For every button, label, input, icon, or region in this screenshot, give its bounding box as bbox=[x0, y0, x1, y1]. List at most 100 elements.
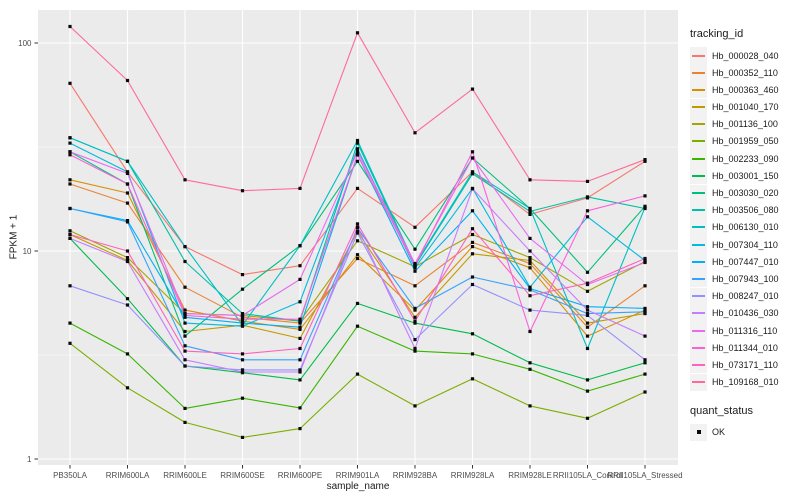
legend-key-swatch bbox=[690, 270, 707, 288]
legend-line-icon bbox=[692, 71, 705, 74]
data-point bbox=[240, 358, 245, 362]
legend-entry-label: OK bbox=[712, 427, 726, 438]
legend-key-swatch bbox=[690, 98, 707, 116]
legend-entry-label: Hb_003506_080 bbox=[712, 205, 779, 216]
data-point bbox=[125, 159, 130, 163]
data-point bbox=[298, 368, 302, 372]
data-point bbox=[183, 312, 187, 316]
data-point bbox=[183, 321, 187, 325]
legend-line-icon bbox=[692, 140, 705, 143]
data-point bbox=[355, 256, 360, 261]
legend-entry: Hb_010436_030 bbox=[690, 304, 798, 322]
data-point bbox=[125, 386, 130, 390]
x-tick-label: PB350LA bbox=[53, 471, 87, 480]
legend-entry-label: Hb_011344_010 bbox=[712, 342, 778, 353]
data-point bbox=[298, 346, 302, 351]
data-point bbox=[240, 370, 245, 374]
legend-line-icon bbox=[692, 226, 705, 229]
data-point bbox=[643, 256, 647, 261]
data-point bbox=[240, 313, 245, 317]
x-tick-label: RRIM600PE bbox=[278, 471, 322, 480]
data-point bbox=[68, 24, 72, 29]
legend-line-icon bbox=[692, 54, 705, 57]
data-point bbox=[585, 289, 590, 293]
legend-line-icon bbox=[692, 243, 705, 246]
data-point bbox=[528, 212, 532, 216]
data-point bbox=[68, 341, 72, 345]
data-point bbox=[470, 232, 475, 237]
data-point bbox=[183, 178, 187, 182]
data-point bbox=[68, 178, 72, 182]
data-point bbox=[413, 346, 417, 351]
legend-entry-label: Hb_008247_010 bbox=[712, 291, 779, 302]
legend-key-swatch bbox=[690, 201, 707, 219]
data-point bbox=[298, 370, 302, 374]
data-point bbox=[355, 138, 360, 143]
data-point bbox=[643, 361, 647, 365]
data-point bbox=[298, 321, 302, 325]
data-point bbox=[240, 324, 245, 328]
legend-line-icon bbox=[692, 277, 705, 280]
data-point bbox=[125, 297, 130, 301]
data-point bbox=[298, 244, 302, 248]
data-point bbox=[298, 186, 302, 190]
data-point bbox=[183, 313, 187, 317]
legend-line-icon bbox=[692, 123, 705, 126]
legend-line-icon bbox=[692, 312, 705, 315]
data-point bbox=[298, 336, 302, 340]
data-point bbox=[470, 172, 475, 176]
data-point bbox=[183, 344, 187, 348]
data-point bbox=[470, 332, 475, 336]
data-point bbox=[355, 372, 360, 376]
legend-entry-label: Hb_007447_010 bbox=[712, 256, 779, 267]
legend-entry: Hb_002233_090 bbox=[690, 150, 798, 168]
y-tick-label: 1 bbox=[27, 455, 32, 464]
data-point bbox=[183, 349, 187, 353]
data-point bbox=[183, 308, 187, 312]
data-point bbox=[470, 245, 475, 249]
data-point bbox=[125, 303, 130, 307]
data-point bbox=[183, 420, 187, 424]
legend-line-icon bbox=[692, 260, 705, 263]
legend-key-swatch bbox=[690, 304, 707, 322]
data-point bbox=[355, 222, 360, 226]
data-point bbox=[413, 247, 417, 251]
data-point bbox=[183, 259, 187, 264]
data-point bbox=[355, 186, 360, 190]
data-point bbox=[68, 232, 72, 237]
data-point bbox=[585, 215, 590, 219]
data-point bbox=[355, 141, 360, 145]
data-point bbox=[413, 225, 417, 229]
data-point bbox=[68, 182, 72, 186]
data-point bbox=[528, 404, 532, 408]
legend-entry: Hb_003001_150 bbox=[690, 167, 798, 185]
legend-key-swatch bbox=[690, 115, 707, 133]
data-point bbox=[355, 147, 360, 151]
legend-key-swatch bbox=[690, 167, 707, 185]
legend-key-swatch bbox=[690, 322, 707, 339]
data-point bbox=[125, 78, 130, 83]
legend-line-icon bbox=[692, 106, 705, 109]
data-point bbox=[68, 150, 72, 154]
legend-entry: Hb_001040_170 bbox=[690, 98, 798, 116]
data-point bbox=[355, 231, 360, 235]
data-point bbox=[68, 136, 72, 140]
data-point bbox=[413, 319, 417, 323]
legend-entry: Hb_011316_110 bbox=[690, 322, 798, 339]
legend-entry: Hb_073171_110 bbox=[690, 356, 798, 374]
data-point bbox=[528, 367, 532, 371]
data-point bbox=[355, 239, 360, 243]
data-point bbox=[240, 315, 245, 319]
data-point bbox=[470, 187, 475, 191]
data-point bbox=[528, 288, 532, 292]
data-point bbox=[470, 150, 475, 154]
data-point bbox=[298, 358, 302, 362]
x-tick-label: RRIM600LE bbox=[163, 471, 207, 480]
y-tick-label: 100 bbox=[18, 39, 32, 48]
legend-entry: Hb_003506_080 bbox=[690, 201, 798, 219]
legend-entry-label: Hb_000352_110 bbox=[712, 67, 778, 78]
data-point bbox=[528, 361, 532, 365]
data-point bbox=[643, 158, 647, 162]
legend-entries: Hb_000028_040 Hb_000352_110 Hb_000363_460 H… bbox=[690, 47, 798, 391]
